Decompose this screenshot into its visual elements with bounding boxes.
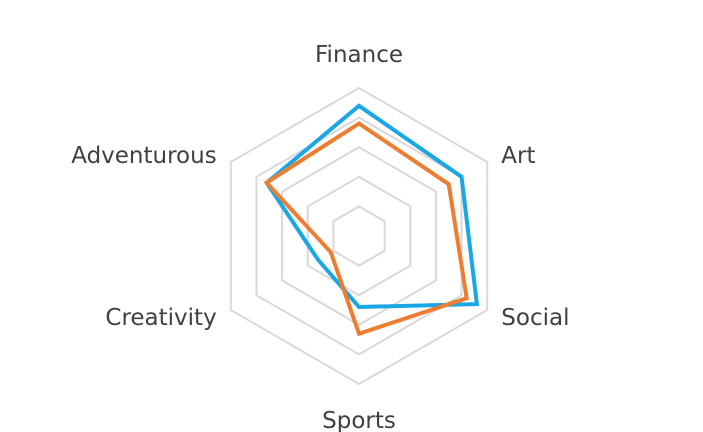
axis-label-finance: Finance: [315, 42, 403, 68]
grid-ring-5: [229, 86, 489, 386]
grid-ring-1: [332, 205, 386, 267]
axis-label-creativity: Creativity: [105, 305, 216, 331]
radar-series: [263, 103, 480, 337]
grid-ring-3: [281, 146, 437, 326]
axis-label-sports: Sports: [322, 408, 396, 432]
axis-label-social: Social: [501, 305, 569, 331]
axis-labels: Finance Art Social Sports Creativity Adv…: [71, 42, 569, 432]
grid-ring-2: [306, 175, 412, 297]
radar-grid: [229, 86, 489, 386]
series-2-line: [263, 121, 469, 337]
series-1-line: [264, 103, 480, 310]
axis-label-adventurous: Adventurous: [71, 143, 216, 169]
axis-label-art: Art: [501, 143, 535, 169]
